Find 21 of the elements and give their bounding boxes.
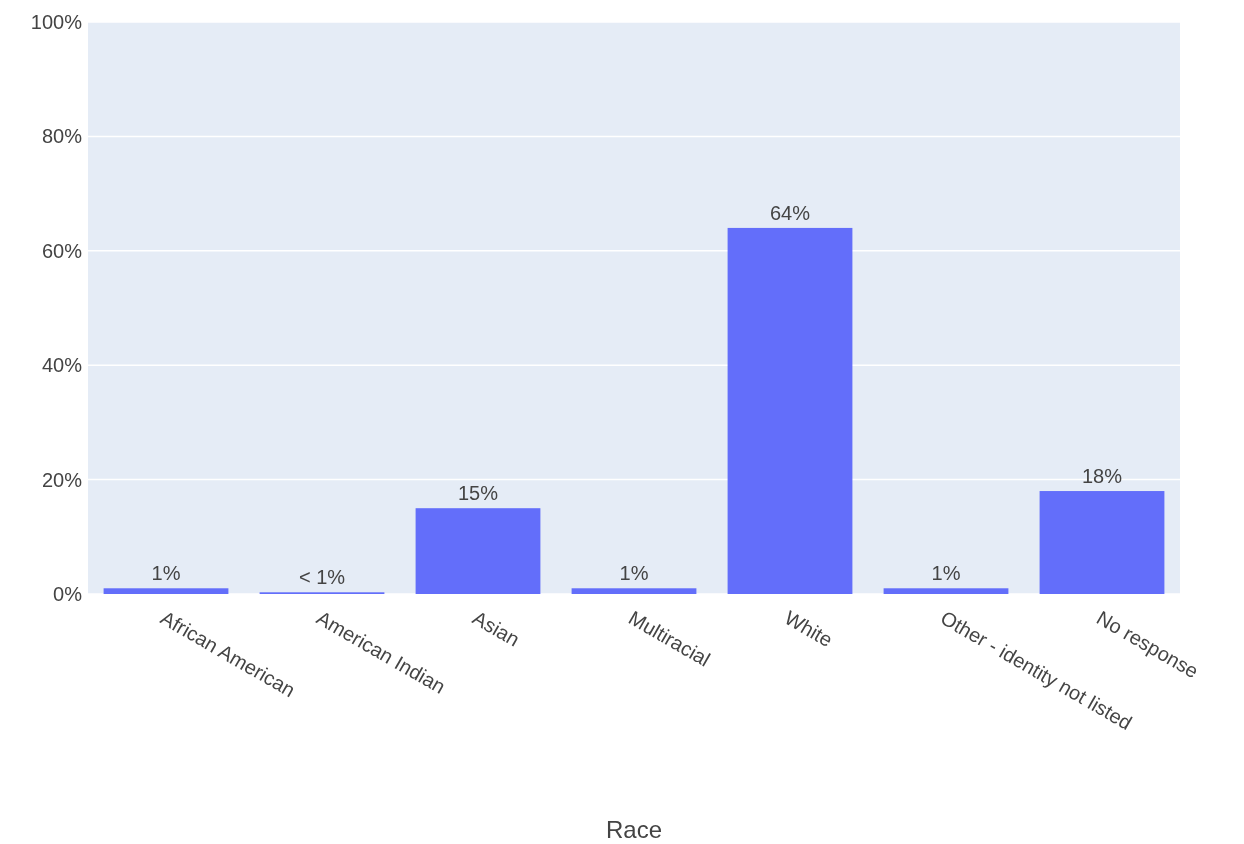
y-tick-label: 20% — [41, 468, 83, 491]
data-label: < 1% — [298, 566, 346, 589]
x-axis-title: Race — [605, 816, 663, 843]
y-tick-label: 40% — [41, 354, 83, 377]
bar — [1039, 491, 1165, 594]
y-tick-label: 100% — [30, 11, 83, 33]
y-tick-label: 0% — [53, 583, 83, 605]
bar — [571, 588, 697, 594]
data-label: 64% — [769, 201, 811, 224]
x-tick-label: Asian — [469, 606, 524, 651]
bar — [103, 588, 229, 594]
data-label: 1% — [931, 562, 961, 585]
data-label: 1% — [151, 562, 181, 585]
bar — [727, 227, 853, 594]
y-tick-label: 60% — [41, 239, 83, 262]
y-tick-label: 80% — [41, 125, 83, 148]
bar — [415, 508, 541, 594]
data-label: 1% — [619, 562, 649, 585]
data-label: 18% — [1081, 465, 1123, 488]
bar — [883, 588, 1009, 594]
data-label: 15% — [457, 482, 499, 505]
